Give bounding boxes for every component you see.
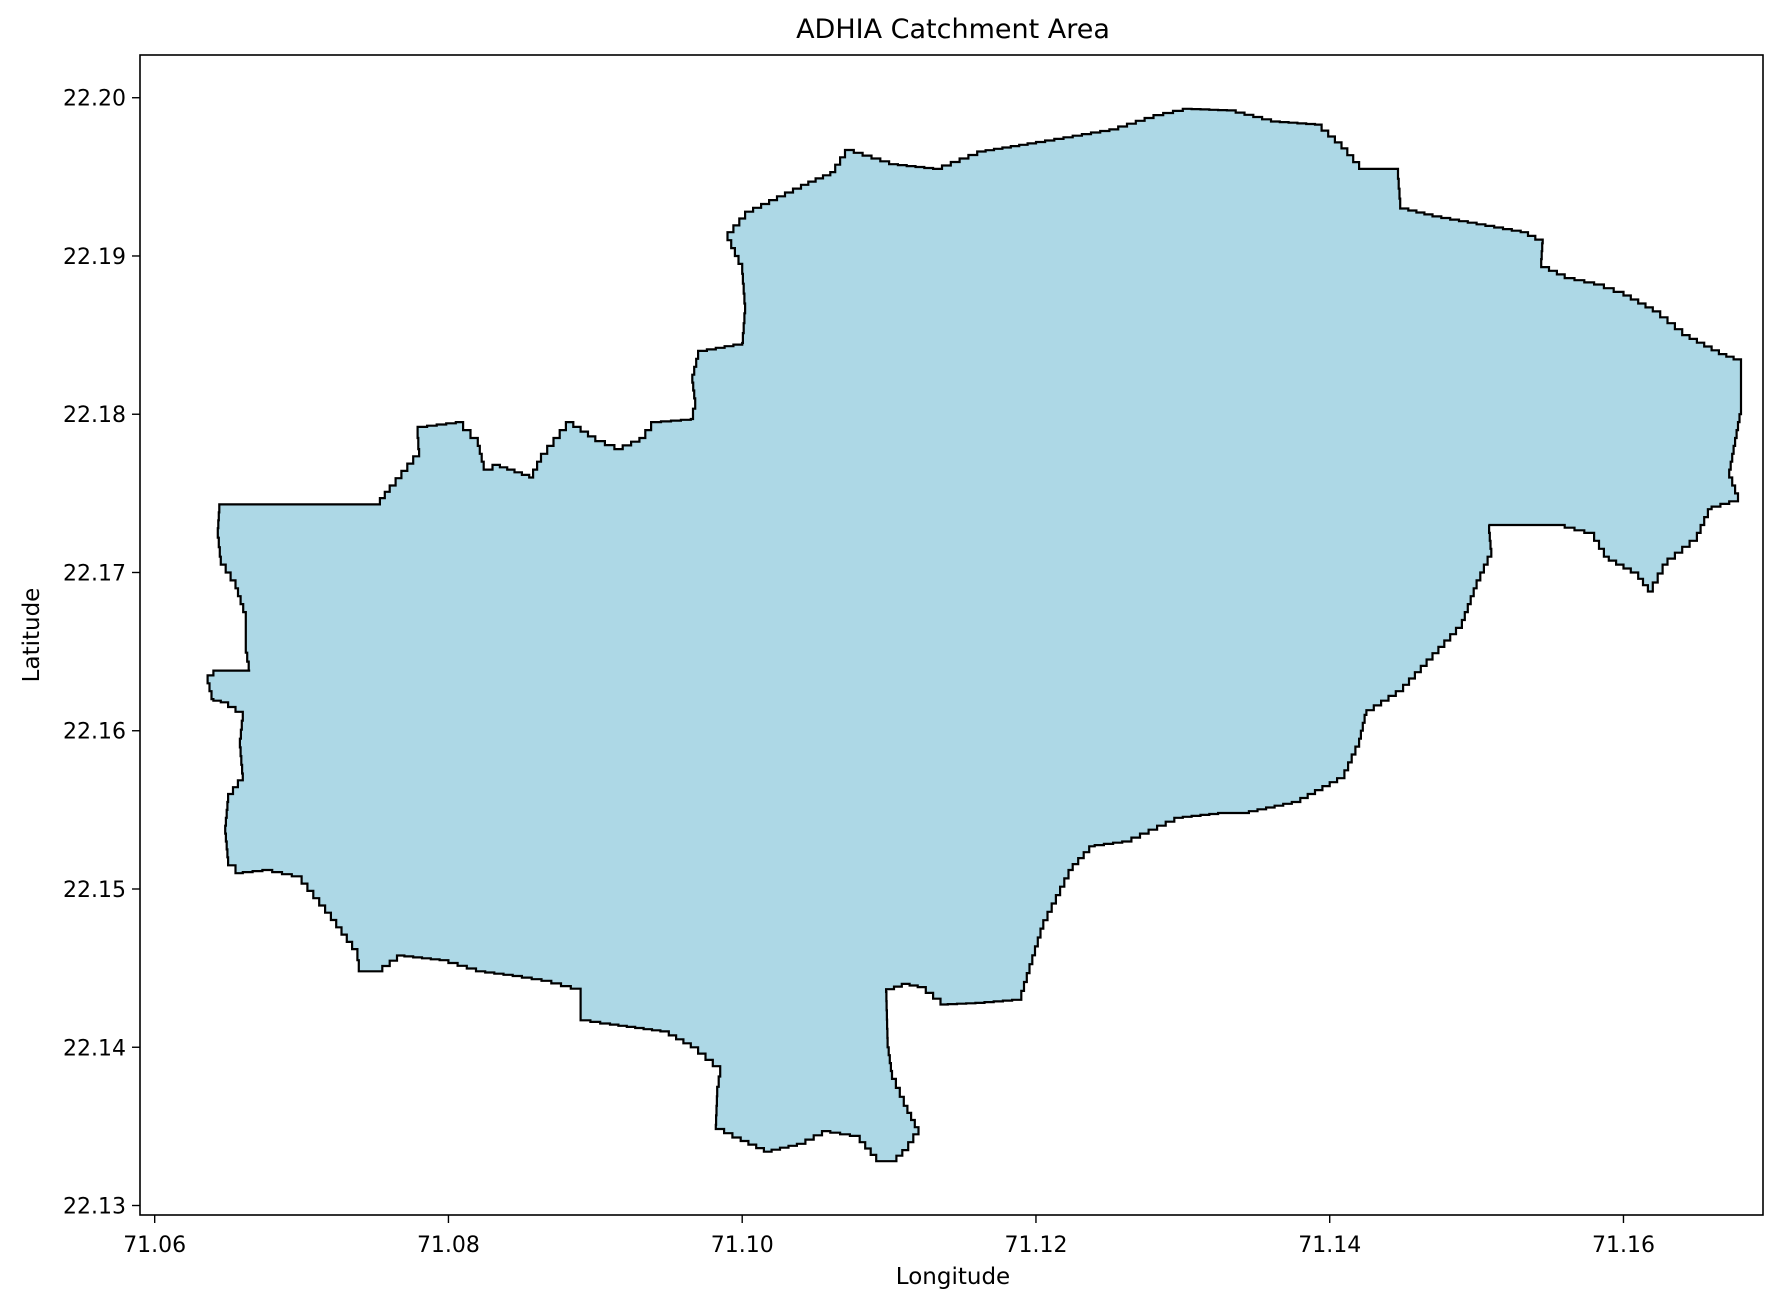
y-tick-label: 22.20 bbox=[63, 87, 126, 112]
x-tick-label: 71.12 bbox=[1004, 1233, 1067, 1258]
plot-frame bbox=[139, 54, 1764, 1216]
x-tick-label: 71.16 bbox=[1592, 1233, 1655, 1258]
catchment-area-polygon[interactable] bbox=[206, 107, 1743, 1163]
x-tick-label: 71.10 bbox=[711, 1233, 774, 1258]
x-tick-label: 71.08 bbox=[417, 1233, 480, 1258]
y-tick-label: 22.16 bbox=[63, 720, 126, 745]
y-axis: 22.13 22.14 22.15 22.16 22.17 22.18 22.19 22.20 bbox=[63, 87, 140, 1220]
y-tick-label: 22.17 bbox=[63, 561, 126, 586]
x-axis: 71.06 71.08 71.10 71.12 71.14 71.16 bbox=[123, 1215, 1655, 1258]
chart-title: ADHIA Catchment Area bbox=[796, 14, 1110, 45]
x-tick-label: 71.14 bbox=[1298, 1233, 1361, 1258]
y-tick-label: 22.15 bbox=[63, 878, 126, 903]
x-axis-label: Longitude bbox=[896, 1264, 1010, 1290]
y-tick-label: 22.18 bbox=[63, 403, 126, 428]
y-tick-label: 22.19 bbox=[63, 245, 126, 270]
y-tick-label: 22.13 bbox=[63, 1195, 126, 1220]
y-tick-label: 22.14 bbox=[63, 1036, 126, 1061]
y-axis-label: Latitude bbox=[19, 588, 45, 683]
x-tick-label: 71.06 bbox=[123, 1233, 186, 1258]
